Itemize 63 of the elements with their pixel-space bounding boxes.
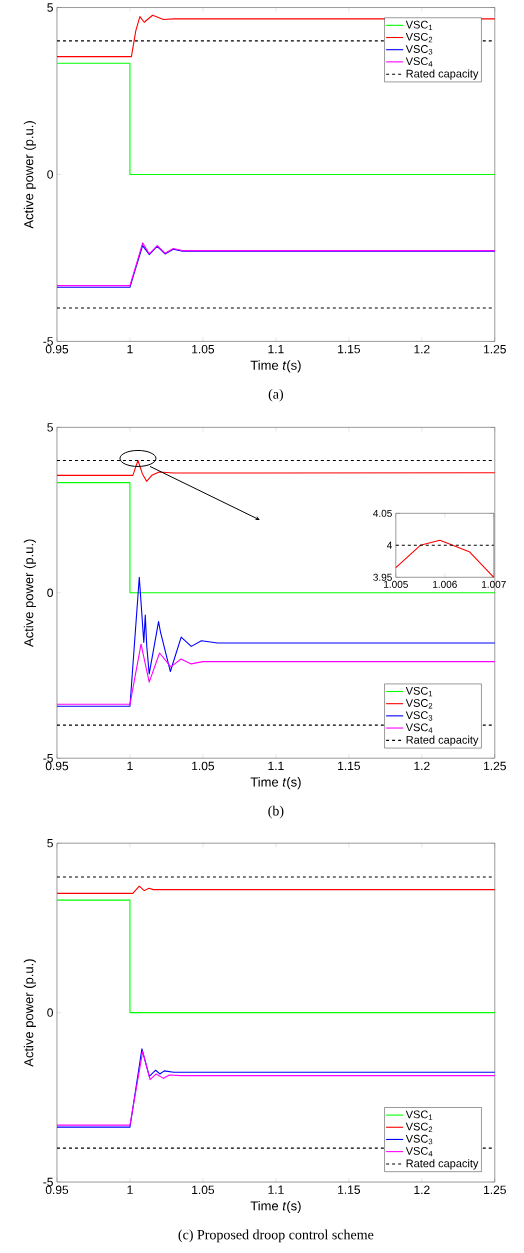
x-tick-label: 1.006 xyxy=(433,580,457,588)
x-axis-title: Time t(s) xyxy=(250,777,301,790)
legend-label: VSC$_{1}$ xyxy=(405,20,433,31)
y-tick-label: -5 xyxy=(43,337,54,346)
x-tick-label: 1.05 xyxy=(192,1185,215,1195)
text: (b) xyxy=(268,805,284,819)
x-tick-label: 1.1 xyxy=(268,1185,284,1194)
x-tick-label: 1.1 xyxy=(268,344,284,354)
legend-label: Rated capacity xyxy=(406,735,479,746)
legend-label: VSC$_{1}$ xyxy=(405,1110,433,1120)
legend-label: VSC$_{4}$ xyxy=(405,723,433,733)
y-axis-title: Active power (p.u.) xyxy=(23,539,37,647)
y-axis-title: Active power (p.u.) xyxy=(23,959,37,1067)
legend-label: VSC$_{1}$ xyxy=(405,686,433,697)
line-series xyxy=(56,885,496,894)
x-axis-title: Time t(s) xyxy=(250,1200,301,1214)
text: (c) Proposed droop control scheme xyxy=(178,1229,374,1243)
x-tick-label: 1 xyxy=(127,1185,133,1194)
x-axis-title: Time t(s) xyxy=(250,360,301,373)
y-tick-label: 3.95 xyxy=(373,573,392,581)
y-tick-label: 0 xyxy=(47,1008,54,1017)
x-tick-label: 1.005 xyxy=(384,580,409,588)
x-tick-label: 1.1 xyxy=(268,761,284,770)
x-tick-label: 1.25 xyxy=(484,344,507,354)
legend-label: VSC$_{3}$ xyxy=(405,1134,433,1145)
y-tick-label: 0 xyxy=(47,170,54,179)
x-tick-label: 1.2 xyxy=(414,1185,430,1194)
line-series xyxy=(395,539,495,578)
y-tick-label: 5 xyxy=(47,839,54,848)
legend-label: VSC$_{3}$ xyxy=(405,45,433,55)
x-tick-label: 1.15 xyxy=(338,344,361,354)
y-tick-label: 4 xyxy=(387,541,393,549)
x-tick-label: 1.2 xyxy=(414,761,430,771)
x-tick-label: 1 xyxy=(127,344,133,354)
legend-label: VSC$_{2}$ xyxy=(405,1122,433,1132)
legend-label: Rated capacity xyxy=(406,69,479,80)
x-tick-label: 1.25 xyxy=(484,1185,507,1195)
text: (a) xyxy=(268,388,284,402)
y-tick-label: 5 xyxy=(47,423,54,432)
x-tick-label: 0.95 xyxy=(45,344,69,354)
legend-label: VSC$_{4}$ xyxy=(405,57,433,67)
y-axis-title: Active power (p.u.) xyxy=(23,121,37,229)
y-tick-label: -5 xyxy=(43,1177,54,1187)
legend-label: VSC$_{3}$ xyxy=(405,711,433,721)
legend-label: VSC$_{2}$ xyxy=(405,32,433,43)
y-tick-label: 5 xyxy=(47,3,54,12)
x-tick-label: 1.007 xyxy=(482,580,506,588)
x-tick-label: 1.15 xyxy=(338,761,361,771)
x-tick-label: 1.15 xyxy=(338,1185,361,1194)
legend-label: Rated capacity xyxy=(406,1159,479,1170)
x-tick-label: 1.25 xyxy=(484,761,507,771)
x-tick-label: 1.05 xyxy=(192,761,215,771)
legend-label: VSC$_{4}$ xyxy=(405,1147,433,1157)
x-tick-label: 1 xyxy=(127,761,133,770)
y-tick-label: 0 xyxy=(47,588,54,598)
legend-label: VSC$_{2}$ xyxy=(405,699,433,709)
x-tick-label: 1.05 xyxy=(192,344,215,354)
y-tick-label: -5 xyxy=(43,754,54,763)
y-tick-label: 4.05 xyxy=(373,509,392,517)
x-tick-label: 0.95 xyxy=(45,761,69,771)
x-tick-label: 0.95 xyxy=(45,1185,69,1195)
line-series xyxy=(56,459,496,482)
x-tick-label: 1.2 xyxy=(414,344,430,354)
